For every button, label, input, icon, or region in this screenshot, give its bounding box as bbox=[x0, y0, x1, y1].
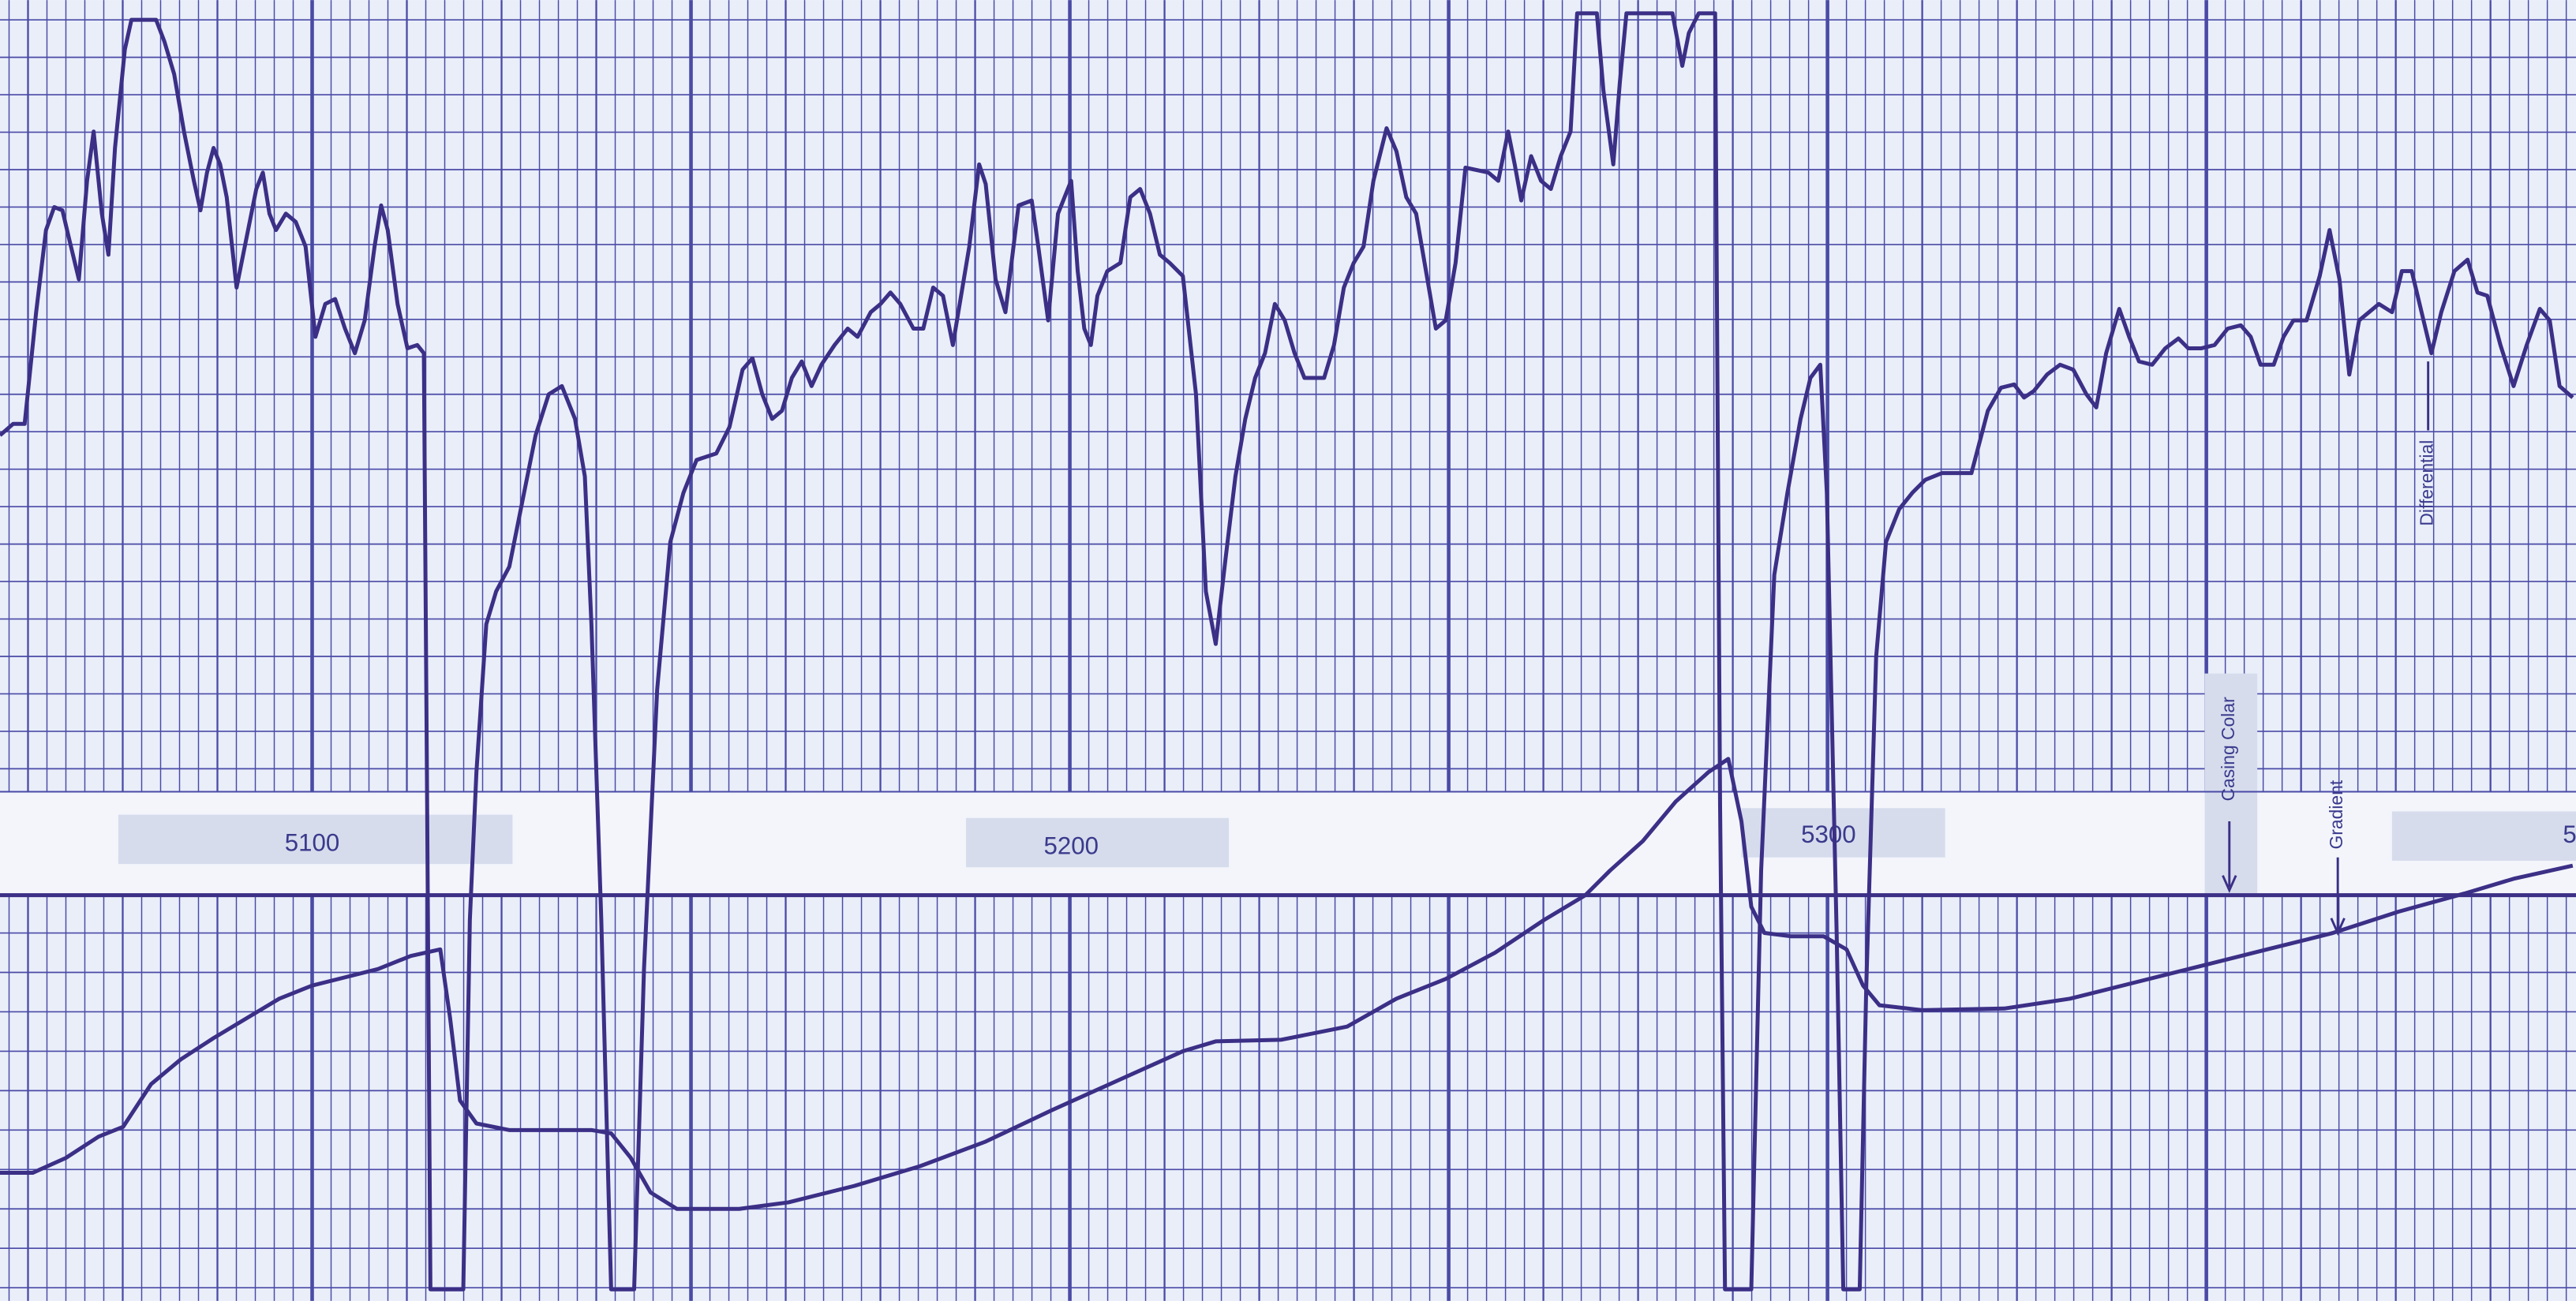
gradient-curve bbox=[0, 757, 2574, 1211]
label-box bbox=[966, 817, 1230, 868]
depth-label: 5100 bbox=[285, 828, 339, 856]
depth-label: 54 bbox=[2563, 821, 2576, 848]
differential-annotation: Differential bbox=[2417, 440, 2437, 526]
label-box bbox=[2204, 673, 2258, 894]
differential-curve bbox=[0, 11, 2574, 1292]
gradient-annotation: Gradient bbox=[2326, 779, 2346, 849]
label-box bbox=[2391, 811, 2576, 861]
arrow-head bbox=[2222, 875, 2237, 894]
label-box bbox=[1741, 808, 1945, 858]
depth-label: 5200 bbox=[1043, 832, 1098, 860]
depth-label: 5300 bbox=[1801, 821, 1855, 848]
label-box bbox=[118, 814, 513, 865]
casing-collar-annotation: Casing Colar bbox=[2218, 697, 2238, 802]
